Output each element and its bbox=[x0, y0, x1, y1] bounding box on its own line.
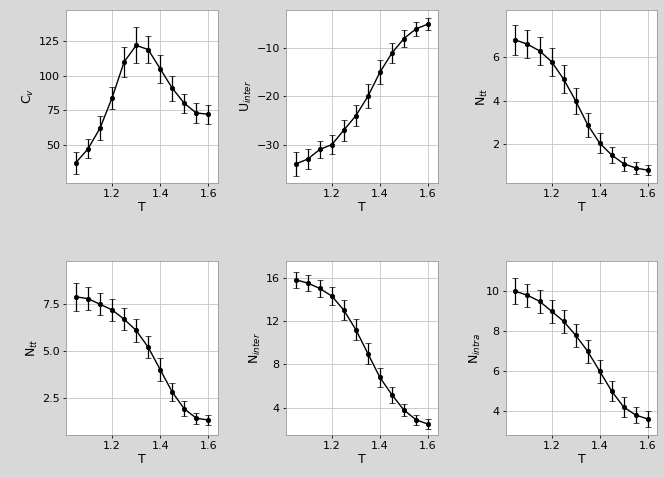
X-axis label: T: T bbox=[358, 201, 366, 214]
X-axis label: T: T bbox=[138, 201, 146, 214]
Y-axis label: C$_v$: C$_v$ bbox=[21, 88, 37, 105]
Y-axis label: N$_{inter}$: N$_{inter}$ bbox=[248, 332, 263, 364]
Y-axis label: N$_{tt}$: N$_{tt}$ bbox=[25, 339, 40, 358]
X-axis label: T: T bbox=[138, 453, 146, 466]
Y-axis label: U$_{inter}$: U$_{inter}$ bbox=[238, 80, 254, 112]
X-axis label: T: T bbox=[358, 453, 366, 466]
X-axis label: T: T bbox=[578, 201, 586, 214]
Y-axis label: N$_{tt}$: N$_{tt}$ bbox=[475, 87, 489, 106]
Y-axis label: N$_{intra}$: N$_{intra}$ bbox=[467, 333, 483, 364]
X-axis label: T: T bbox=[578, 453, 586, 466]
